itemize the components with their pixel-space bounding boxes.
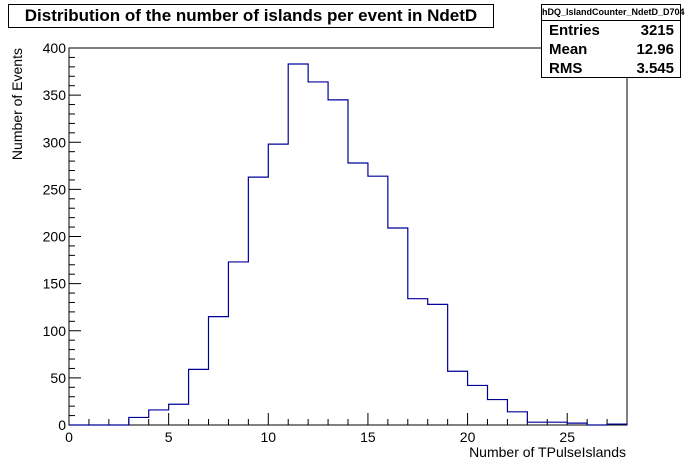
histogram-line (69, 63, 628, 426)
stats-row-entries: Entries 3215 (542, 21, 680, 40)
x-tick-label: 15 (360, 429, 376, 445)
y-tick-label: 250 (43, 181, 67, 197)
stats-row-rms: RMS 3.545 (542, 59, 680, 78)
chart-title: Distribution of the number of islands pe… (8, 4, 494, 28)
stats-entries-value: 3215 (640, 22, 674, 39)
stats-row-mean: Mean 12.96 (542, 40, 680, 59)
y-tick-label: 50 (50, 370, 66, 386)
stats-mean-value: 12.96 (636, 41, 674, 58)
y-tick-label: 400 (43, 40, 67, 56)
x-axis: 0 5 10 15 20 25 (65, 413, 628, 445)
x-tick-label: 0 (65, 429, 73, 445)
y-axis: 0 50 100 150 200 250 300 350 400 (43, 40, 81, 433)
y-tick-label: 300 (43, 134, 67, 150)
stats-rms-value: 3.545 (636, 60, 674, 77)
y-axis-label: Number of Events (9, 48, 25, 160)
x-tick-label: 5 (165, 429, 173, 445)
y-tick-label: 150 (43, 276, 67, 292)
stats-entries-label: Entries (549, 22, 600, 39)
y-tick-label: 200 (43, 229, 67, 245)
y-tick-label: 0 (58, 417, 66, 433)
stats-box: hDQ_IslandCounter_NdetD_D704 Entries 321… (541, 4, 685, 78)
stats-histogram-name: hDQ_IslandCounter_NdetD_D704 (542, 5, 685, 21)
x-axis-label: Number of TPulseIslands (469, 444, 626, 460)
x-tick-label: 25 (559, 429, 575, 445)
stats-mean-label: Mean (549, 41, 588, 58)
y-tick-label: 100 (43, 323, 67, 339)
y-tick-label: 350 (43, 87, 67, 103)
x-tick-label: 20 (460, 429, 476, 445)
stats-rms-label: RMS (549, 60, 583, 77)
x-tick-label: 10 (260, 429, 276, 445)
